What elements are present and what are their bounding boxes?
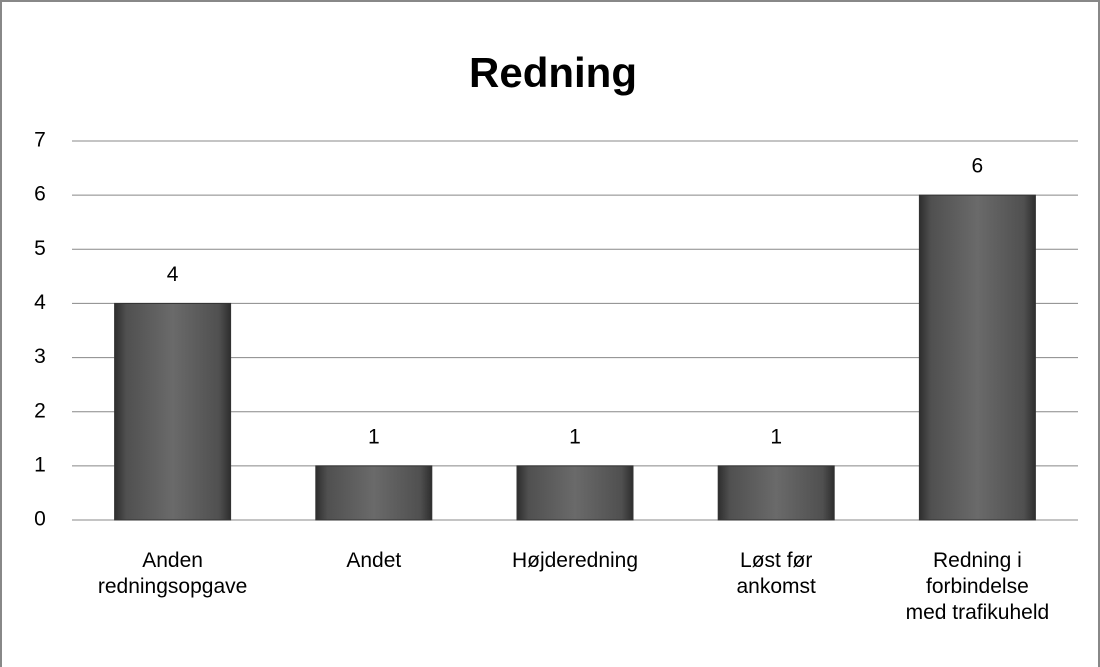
x-tick-label: Anden redningsopgave: [97, 549, 248, 598]
data-label: 1: [368, 425, 380, 448]
chart-title: Redning: [469, 49, 637, 96]
x-tick-label: Løst før ankomst: [736, 549, 816, 598]
x-tick-label: Redning i forbindelse med trafikuheld: [905, 549, 1050, 624]
bar: [918, 194, 1036, 521]
y-tick-label: 4: [34, 291, 46, 314]
data-label: 4: [167, 263, 179, 286]
y-tick-label: 0: [34, 508, 46, 531]
y-tick-label: 3: [34, 345, 46, 368]
y-tick-label: 7: [34, 129, 46, 152]
y-tick-label: 2: [34, 399, 46, 422]
data-label: 1: [569, 425, 581, 448]
bar: [114, 302, 232, 521]
y-tick-label: 1: [34, 453, 46, 476]
data-label: 1: [770, 425, 782, 448]
y-tick-label: 5: [34, 237, 46, 260]
bar: [315, 465, 433, 521]
bar: [717, 465, 835, 521]
bar: [516, 465, 634, 521]
y-tick-label: 6: [34, 183, 46, 206]
x-tick-label: Andet: [346, 549, 402, 572]
x-tick-label: Højderedning: [511, 549, 639, 572]
data-label: 6: [972, 155, 984, 178]
